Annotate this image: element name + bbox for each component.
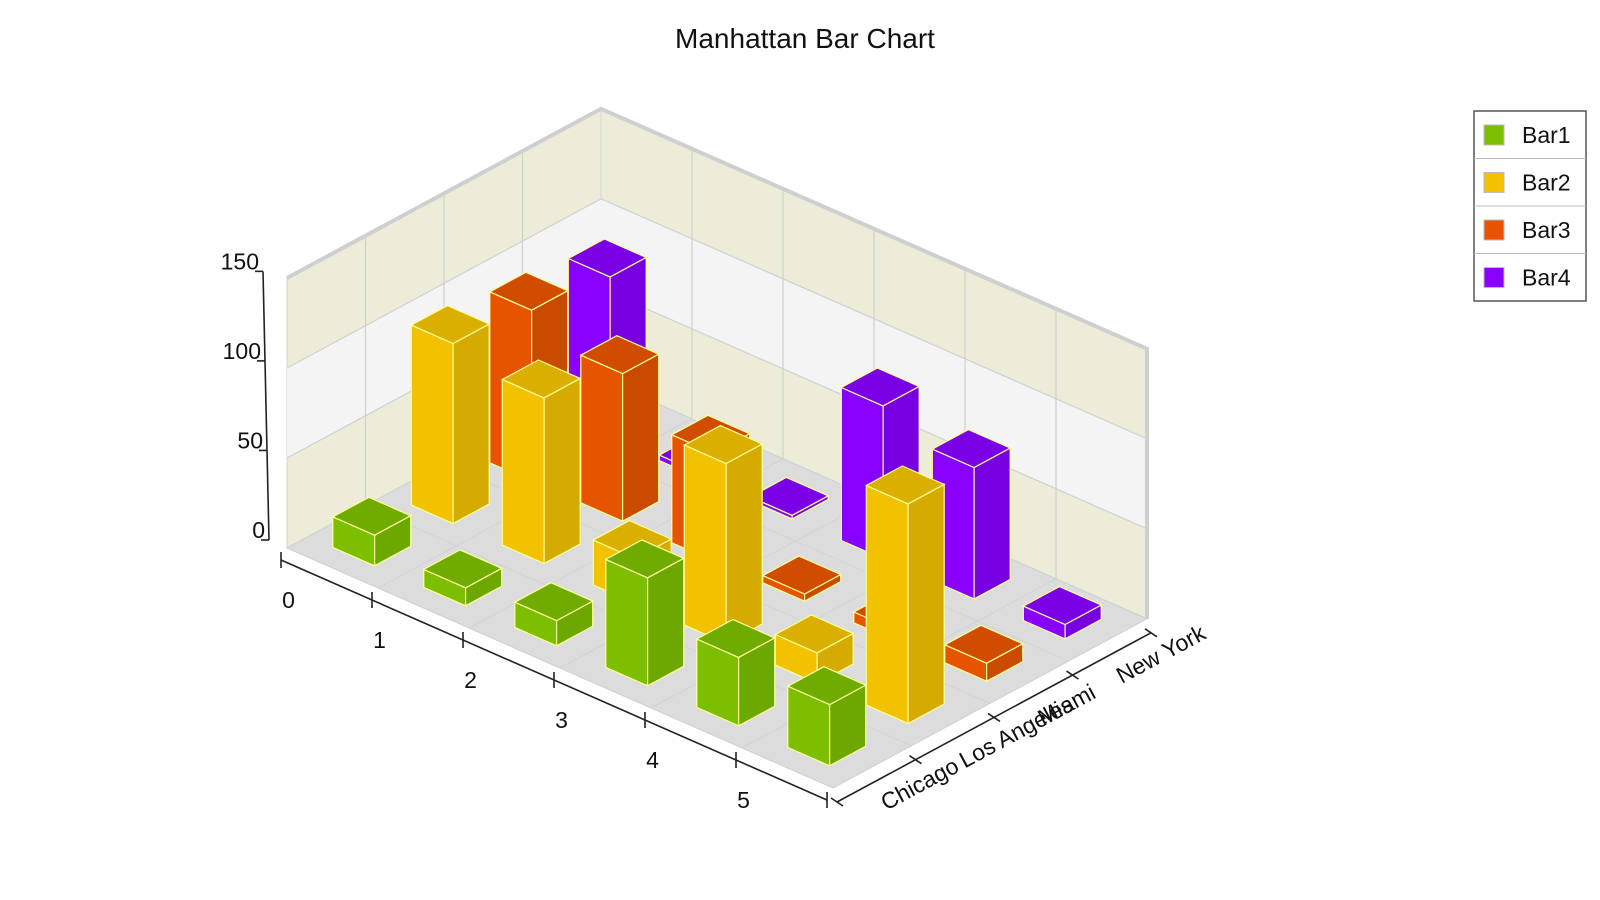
z-tick-label: Miami [1033, 679, 1099, 731]
z-tick [1144, 628, 1158, 638]
bar-bar3-5 [943, 624, 1025, 683]
bar-bar1-5 [786, 666, 868, 767]
bar-side-face [543, 377, 581, 565]
bar-bar1-2 [513, 582, 595, 647]
bar-bar2-1 [500, 359, 582, 565]
bar-bar3-1 [579, 335, 661, 523]
legend: Bar1 Bar2 Bar3 Bar4 [1473, 110, 1587, 302]
y-tick-label: 150 [221, 248, 259, 274]
bar-bar3-3 [761, 555, 843, 603]
z-tick [909, 755, 922, 765]
bar-front-face [865, 484, 909, 725]
legend-swatch [1483, 219, 1505, 241]
bar-front-face [605, 558, 649, 687]
y-axis-line [262, 271, 270, 541]
z-tick [830, 797, 844, 807]
bar-top-face [682, 424, 764, 465]
legend-swatch [1483, 124, 1505, 146]
legend-label: Bar2 [1522, 170, 1571, 196]
bar-top-face [500, 359, 582, 399]
x-tick-label: 0 [282, 587, 295, 613]
bar-top-face [331, 496, 413, 536]
x-tick-label: 2 [464, 667, 477, 693]
bar-side-face [907, 483, 945, 725]
bar-bar4-5 [1021, 585, 1103, 640]
legend-label: Bar4 [1522, 265, 1571, 291]
bar-top-face [488, 271, 570, 311]
bar-top-face [513, 582, 595, 622]
bar-bar2-0 [409, 304, 491, 525]
bar-side-face [646, 557, 685, 687]
bar-bar1-1 [422, 549, 504, 607]
bar-top-face [839, 367, 921, 407]
y-tick-label: 100 [223, 338, 261, 364]
z-tick [987, 712, 1001, 723]
bar-front-face [501, 378, 545, 565]
bar-bar2-3 [682, 424, 764, 645]
chart-title: Manhattan Bar Chart [675, 23, 935, 54]
bar-side-face [621, 353, 660, 523]
bar-bar1-4 [695, 618, 777, 727]
bar-side-face [725, 442, 763, 645]
legend-label: Bar1 [1522, 122, 1571, 148]
bar-top-face [930, 428, 1012, 469]
bar-top-face [579, 335, 661, 375]
bar-bar1-3 [604, 539, 686, 687]
legend-label: Bar3 [1522, 217, 1571, 243]
bar-bar2-5 [864, 465, 946, 725]
y-tick-label: 0 [252, 517, 265, 543]
bar-front-face [580, 354, 624, 523]
bar-side-face [452, 322, 490, 525]
bar-front-face [410, 324, 454, 525]
bar-top-face [422, 549, 504, 589]
x-tick-label: 5 [737, 787, 750, 813]
x-tick-label: 3 [555, 707, 568, 733]
bars [331, 238, 1103, 767]
bar-top-face [773, 614, 855, 654]
bar-top-face [1021, 585, 1103, 626]
bar-top-face [604, 539, 686, 579]
x-tick-label: 1 [373, 627, 386, 653]
bar-top-face [695, 618, 777, 659]
z-tick [1066, 670, 1079, 680]
legend-swatch [1483, 172, 1505, 193]
bar-top-face [786, 666, 868, 706]
bar-top-face [761, 555, 843, 595]
bar-front-face [683, 444, 727, 645]
bar-side-face [973, 446, 1011, 600]
bar-bar1-0 [331, 496, 413, 567]
bar-top-face [864, 465, 946, 505]
y-tick-label: 50 [237, 427, 263, 453]
bar-top-face [748, 476, 830, 516]
bar-top-face [566, 238, 648, 278]
x-tick-label: 4 [646, 747, 659, 773]
bar-top-face [409, 304, 491, 345]
bar-top-face [943, 624, 1025, 664]
legend-swatch [1483, 267, 1505, 288]
